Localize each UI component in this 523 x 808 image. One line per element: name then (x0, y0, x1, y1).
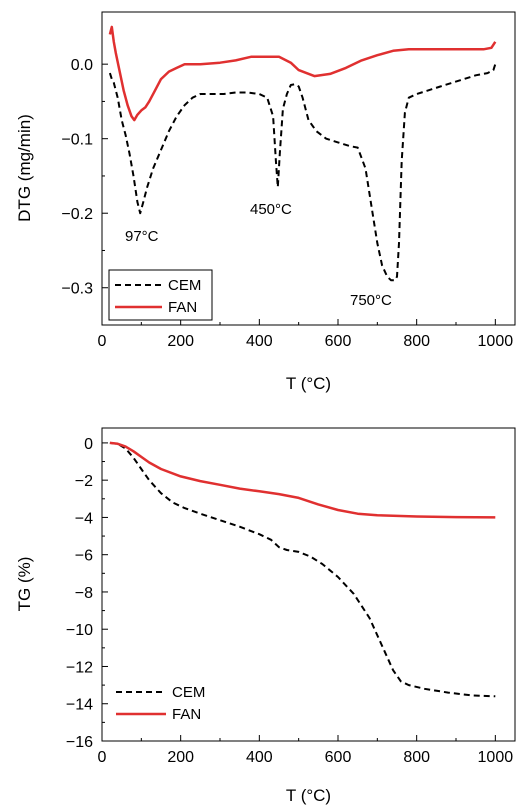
tg-legend-label-cem: CEM (172, 684, 205, 701)
tg-y-tick-label: −2 (75, 473, 93, 490)
tg-x-tick-label: 400 (246, 749, 273, 766)
tg-x-axis-title: T (°C) (286, 786, 331, 805)
tg-x-tick-label: 600 (325, 749, 352, 766)
tg-legend: CEM FAN (110, 678, 220, 726)
dtg-x-tick-label: 1000 (478, 333, 514, 350)
dtg-legend-label-fan: FAN (168, 299, 197, 316)
dtg-ticks-layer: 0 200 400 600 800 1000 0.0 −0.1 −0.2 −0.3 (61, 57, 513, 350)
tg-ticks-layer: 0 200 400 600 800 1000 0 −2 −4 −6 −8 −10 −12 −14 −16 (66, 436, 513, 766)
dtg-y-axis-title: DTG (mg/min) (15, 114, 34, 222)
tg-y-tick-label: −12 (66, 659, 93, 676)
dtg-x-tick-label: 200 (167, 333, 194, 350)
dtg-y-tick-label: −0.3 (61, 281, 93, 298)
tg-y-tick-label: −14 (66, 697, 93, 714)
dtg-legend: CEM FAN (108, 269, 213, 321)
dtg-series-layer (108, 25, 497, 282)
tg-panel: 0 200 400 600 800 1000 0 −2 −4 −6 −8 −10 −12 −14 −16 T… (15, 427, 516, 805)
dtg-y-tick-label: −0.2 (61, 206, 93, 223)
dtg-plot-frame (101, 11, 516, 326)
tg-x-tick-label: 0 (98, 749, 107, 766)
dtg-x-tick-label: 400 (246, 333, 273, 350)
tg-y-axis-title: TG (%) (15, 557, 34, 612)
tg-y-tick-label: −10 (66, 622, 93, 639)
tg-x-tick-label: 200 (167, 749, 194, 766)
tg-legend-label-fan: FAN (172, 706, 201, 723)
tg-series-line-fan (109, 441, 496, 519)
dtg-legend-label-cem: CEM (168, 277, 201, 294)
tg-series-layer (109, 441, 496, 698)
dtg-y-tick-label: −0.1 (61, 132, 93, 149)
tg-legend-box (110, 678, 220, 726)
tg-y-tick-label: −16 (66, 734, 93, 751)
tg-x-tick-label: 800 (403, 749, 430, 766)
dtg-y-tick-label: 0.0 (71, 57, 93, 74)
dtg-annotation-97: 97°C (125, 228, 159, 245)
dtg-x-axis-title: T (°C) (286, 374, 331, 393)
dtg-series-line-fan (108, 25, 497, 122)
tg-y-tick-label: 0 (84, 436, 93, 453)
tg-x-tick-label: 1000 (478, 749, 514, 766)
dtg-annotation-450: 450°C (250, 201, 292, 218)
tg-y-tick-label: −4 (75, 510, 93, 527)
tg-y-tick-label: −6 (75, 548, 93, 565)
dtg-legend-box (108, 269, 213, 321)
tg-series-line-cem (109, 441, 496, 698)
dtg-x-tick-label: 800 (403, 333, 430, 350)
dtg-x-tick-label: 0 (98, 333, 107, 350)
dtg-x-tick-label: 600 (325, 333, 352, 350)
tg-plot-frame (101, 427, 516, 742)
dtg-annotation-750: 750°C (350, 292, 392, 309)
tg-y-tick-label: −8 (75, 585, 93, 602)
